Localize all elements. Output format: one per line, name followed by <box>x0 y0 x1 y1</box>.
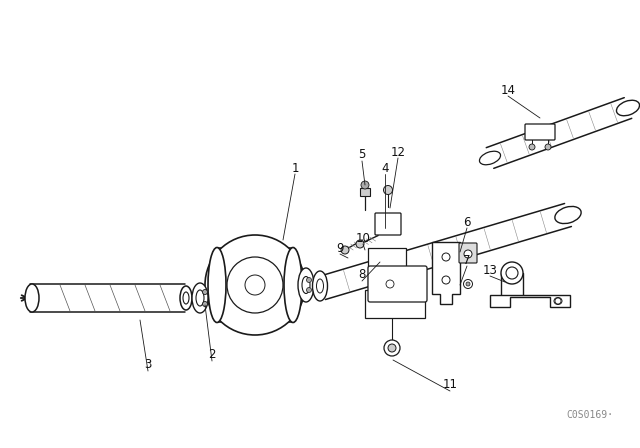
Ellipse shape <box>554 297 562 305</box>
Ellipse shape <box>555 298 561 304</box>
Ellipse shape <box>208 247 226 323</box>
Text: 7: 7 <box>463 254 471 267</box>
Ellipse shape <box>202 302 207 306</box>
Ellipse shape <box>192 283 208 313</box>
Polygon shape <box>365 290 425 318</box>
Ellipse shape <box>356 240 364 248</box>
Ellipse shape <box>464 250 472 258</box>
Ellipse shape <box>202 289 207 294</box>
FancyBboxPatch shape <box>459 243 477 263</box>
Ellipse shape <box>183 292 189 304</box>
Ellipse shape <box>307 277 312 283</box>
Text: 1: 1 <box>291 161 299 175</box>
Text: 4: 4 <box>381 161 388 175</box>
Ellipse shape <box>506 267 518 279</box>
Ellipse shape <box>180 286 192 310</box>
Ellipse shape <box>442 276 450 284</box>
Ellipse shape <box>386 280 394 288</box>
Ellipse shape <box>302 276 310 293</box>
Polygon shape <box>490 295 570 307</box>
Ellipse shape <box>442 253 450 261</box>
Text: 3: 3 <box>144 358 152 371</box>
Text: 5: 5 <box>358 148 365 161</box>
FancyBboxPatch shape <box>375 213 401 235</box>
Text: 9: 9 <box>336 241 344 254</box>
Ellipse shape <box>545 144 551 150</box>
Ellipse shape <box>466 282 470 286</box>
Ellipse shape <box>463 280 472 289</box>
FancyBboxPatch shape <box>360 188 370 196</box>
Ellipse shape <box>196 290 204 306</box>
Text: 6: 6 <box>463 215 471 228</box>
Text: C0S0169·: C0S0169· <box>566 410 614 420</box>
Ellipse shape <box>298 268 314 302</box>
Ellipse shape <box>479 151 500 165</box>
Ellipse shape <box>284 247 302 323</box>
Text: 8: 8 <box>358 268 365 281</box>
Ellipse shape <box>312 271 328 301</box>
Text: 10: 10 <box>356 232 371 245</box>
Text: 14: 14 <box>500 83 515 96</box>
Text: 11: 11 <box>442 379 458 392</box>
Ellipse shape <box>529 144 535 150</box>
Ellipse shape <box>25 284 39 312</box>
Ellipse shape <box>383 185 392 194</box>
Ellipse shape <box>388 344 396 352</box>
FancyBboxPatch shape <box>368 266 427 302</box>
Ellipse shape <box>616 100 639 116</box>
Ellipse shape <box>317 279 323 293</box>
Circle shape <box>227 257 283 313</box>
Ellipse shape <box>361 181 369 189</box>
FancyBboxPatch shape <box>525 124 555 140</box>
Ellipse shape <box>384 340 400 356</box>
FancyBboxPatch shape <box>368 248 406 296</box>
Text: 13: 13 <box>483 263 497 276</box>
Text: 12: 12 <box>390 146 406 159</box>
Ellipse shape <box>341 246 349 254</box>
Text: 2: 2 <box>208 349 216 362</box>
Circle shape <box>205 235 305 335</box>
Ellipse shape <box>501 262 523 284</box>
Polygon shape <box>432 242 460 304</box>
Ellipse shape <box>307 288 312 293</box>
Circle shape <box>245 275 265 295</box>
Ellipse shape <box>555 207 581 224</box>
